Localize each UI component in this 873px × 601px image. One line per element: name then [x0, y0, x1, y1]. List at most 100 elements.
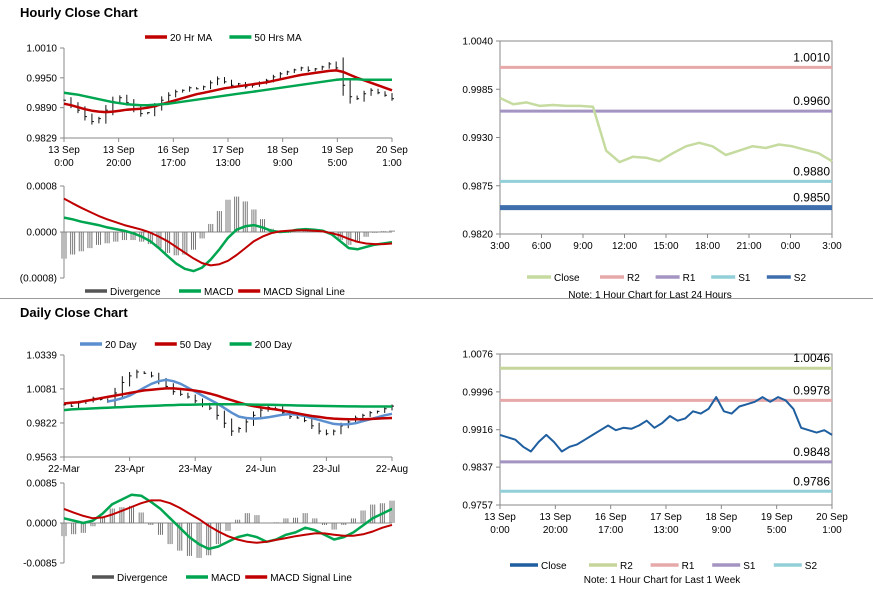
hourly-levels-x-tick-label: 15:00	[653, 241, 678, 252]
daily-price-x-tick-label: 24-Jun	[246, 464, 277, 475]
daily-price-x-tick-label: 23-May	[179, 464, 212, 475]
daily-price-y-tick-label: 0.9822	[26, 418, 57, 429]
hourly-price-legend-label: 20 Hr MA	[170, 33, 213, 44]
daily-levels-legend-label: S1	[743, 561, 756, 572]
daily-price-ma20-line	[107, 378, 393, 426]
hourly-levels-x-tick-label: 3:00	[822, 241, 842, 252]
daily-macd-legend-label: MACD	[211, 573, 240, 584]
daily-levels-x-tick-label: 17:00	[598, 525, 623, 536]
hourly-levels-x-tick-label: 6:00	[532, 241, 552, 252]
hourly-levels-x-tick-label: 12:00	[612, 241, 637, 252]
daily-levels-x-tick-label: 13 Sep	[539, 512, 571, 523]
hourly-price-x-tick-label: 17 Sep	[212, 145, 244, 156]
hourly-levels-legend-label: S1	[738, 273, 751, 284]
daily-levels-x-tick-label: 19 Sep	[761, 512, 793, 523]
daily-levels-close-line	[499, 396, 833, 453]
hourly-levels-y-tick-label: 1.0040	[462, 37, 493, 48]
hourly-macd-signal-line	[63, 197, 393, 267]
hourly-price-x-tick-label: 13 Sep	[103, 145, 135, 156]
hourly-price-x-tick-label: 20:00	[106, 158, 131, 169]
daily-levels-x-tick-label: 1:00	[822, 525, 842, 536]
hourly-levels-legend-label: R1	[683, 273, 696, 284]
hourly-price-y-tick-label: 1.0010	[26, 44, 57, 55]
daily-macd-legend-label: Divergence	[117, 573, 168, 584]
daily-levels-x-tick-label: 13:00	[653, 525, 678, 536]
daily-levels-x-tick-label: 16 Sep	[595, 512, 627, 523]
daily-levels-note: Note: 1 Hour Chart for Last 1 Week	[584, 575, 742, 586]
daily-section-title: Daily Close Chart	[20, 305, 128, 320]
hourly-price-x-tick-label: 9:00	[273, 158, 293, 169]
hourly-levels-legend-label: Close	[554, 273, 580, 284]
daily-macd-legend-label: MACD Signal Line	[270, 573, 352, 584]
daily-levels-x-tick-label: 13 Sep	[484, 512, 516, 523]
hourly-price-x-tick-label: 20 Sep	[376, 145, 408, 156]
hourly-price-y-tick-label: 0.9950	[26, 73, 57, 84]
hourly-levels-y-tick-label: 0.9875	[462, 181, 493, 192]
daily-levels-r1-label: 0.9978	[793, 383, 830, 397]
hourly-levels-legend-label: R2	[627, 273, 640, 284]
hourly-levels-close-line	[499, 96, 833, 164]
daily-levels-x-tick-label: 18 Sep	[705, 512, 737, 523]
hourly-levels-plot-frame	[499, 40, 833, 235]
daily-levels-x-tick-label: 20 Sep	[816, 512, 848, 523]
hourly-levels-s1-label: 0.9880	[793, 164, 830, 178]
hourly-price-x-tick-label: 17:00	[161, 158, 186, 169]
hourly-section-title: Hourly Close Chart	[20, 5, 138, 20]
daily-price-y-tick-label: 1.0339	[26, 351, 57, 362]
daily-levels-r2-label: 1.0046	[793, 351, 830, 365]
daily-levels-y-tick-label: 1.0076	[462, 350, 493, 361]
daily-levels-x-tick-label: 20:00	[543, 525, 568, 536]
daily-levels-legend-label: R1	[682, 561, 695, 572]
daily-levels-y-tick-label: 0.9996	[462, 387, 493, 398]
daily-levels-legend-label: R2	[620, 561, 633, 572]
daily-price-x-tick-label: 22-Mar	[48, 464, 80, 475]
hourly-levels-x-tick-label: 9:00	[573, 241, 593, 252]
daily-levels-s2-label: 0.9786	[793, 474, 830, 488]
daily-price-x-tick-label: 22-Aug	[376, 464, 408, 475]
daily-macd-signal-line	[63, 499, 393, 544]
hourly-macd-legend-label: Divergence	[110, 287, 161, 298]
daily-price-y-tick-label: 1.0081	[26, 384, 57, 395]
section-divider	[0, 298, 873, 299]
hourly-macd-macd-line	[63, 216, 393, 273]
daily-price-y-tick-label: 0.9563	[26, 453, 57, 464]
hourly-price-ma50-line	[63, 78, 392, 107]
hourly-levels-y-tick-label: 0.9985	[462, 85, 493, 96]
hourly-levels-s2-label: 0.9850	[793, 191, 830, 205]
daily-levels-legend-label: Close	[541, 561, 567, 572]
daily-levels-legend-label: S2	[805, 561, 818, 572]
daily-levels-x-tick-label: 5:00	[767, 525, 787, 536]
hourly-macd-legend-label: MACD	[204, 287, 233, 298]
daily-price-x-tick-label: 23-Apr	[115, 464, 146, 475]
hourly-macd-legend-label: MACD Signal Line	[263, 287, 345, 298]
hourly-levels-r1-label: 0.9960	[793, 94, 830, 108]
hourly-price-y-tick-label: 0.9829	[26, 134, 57, 145]
daily-price-ma50-line	[63, 387, 393, 421]
daily-macd-y-tick-label: 0.0000	[26, 519, 57, 530]
hourly-price-y-tick-label: 0.9890	[26, 103, 57, 114]
daily-levels-y-tick-label: 0.9916	[462, 425, 493, 436]
hourly-macd-y-tick-label: (0.0008)	[20, 274, 57, 285]
daily-price-legend-label: 200 Day	[255, 340, 292, 351]
daily-levels-plot-frame	[499, 353, 833, 506]
hourly-levels-x-tick-label: 0:00	[781, 241, 801, 252]
hourly-price-x-tick-label: 13:00	[215, 158, 240, 169]
daily-macd-y-tick-label: 0.0085	[26, 479, 57, 490]
hourly-levels-x-tick-label: 18:00	[695, 241, 720, 252]
daily-levels-y-tick-label: 0.9757	[462, 501, 493, 512]
hourly-levels-y-tick-label: 0.9820	[462, 230, 493, 241]
hourly-levels-note: Note: 1 Hour Chart for Last 24 Hours	[568, 290, 731, 301]
daily-price-x-tick-label: 23-Jul	[313, 464, 340, 475]
hourly-levels-y-tick-label: 0.9930	[462, 133, 493, 144]
hourly-macd-y-tick-label: 0.0008	[26, 182, 57, 193]
daily-price-legend-label: 20 Day	[105, 340, 137, 351]
hourly-levels-x-tick-label: 21:00	[736, 241, 761, 252]
hourly-price-x-tick-label: 13 Sep	[48, 145, 80, 156]
daily-macd-macd-line	[63, 493, 393, 551]
hourly-levels-r2-label: 1.0010	[793, 50, 830, 64]
hourly-price-x-tick-label: 18 Sep	[267, 145, 299, 156]
hourly-price-x-tick-label: 0:00	[54, 158, 74, 169]
hourly-price-x-tick-label: 19 Sep	[321, 145, 353, 156]
hourly-price-x-tick-label: 5:00	[328, 158, 348, 169]
